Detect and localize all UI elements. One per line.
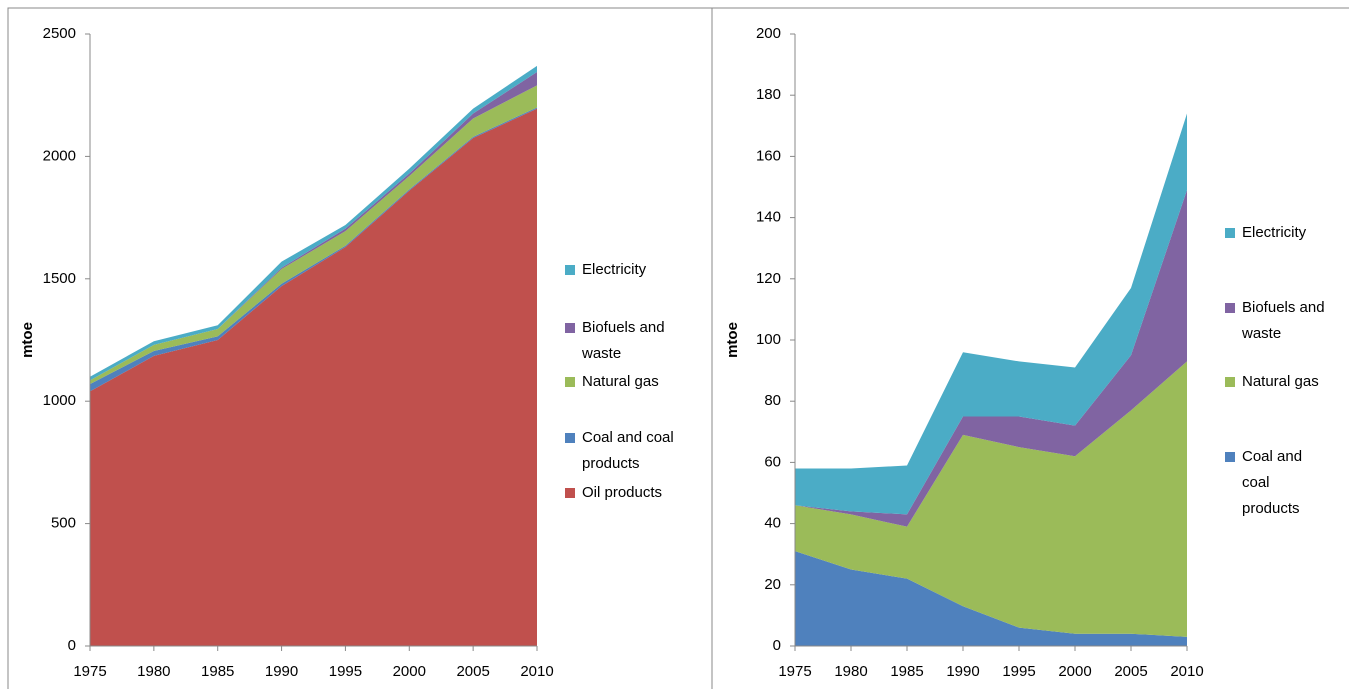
area <box>795 113 1187 515</box>
legend-key <box>1225 452 1235 462</box>
y-tick-label: 80 <box>764 392 781 409</box>
legend-item: Natural gas <box>565 369 705 395</box>
x-tick-label: 2000 <box>1058 663 1091 680</box>
legend-label: Electricity <box>1242 224 1307 241</box>
y-tick-label: 200 <box>756 25 781 42</box>
legend-label: Biofuels and waste <box>582 319 665 362</box>
legend-item: Electricity <box>565 257 705 283</box>
legend-item: Biofuels and waste <box>1225 295 1325 347</box>
legend-key <box>1225 228 1235 238</box>
x-tick-label: 1975 <box>778 663 811 680</box>
legend-label: Natural gas <box>1242 373 1319 390</box>
frame <box>7 7 1349 689</box>
x-tick-label: 1990 <box>946 663 979 680</box>
x-tick-label: 2000 <box>393 663 426 680</box>
x-tick-label: 2005 <box>456 663 489 680</box>
x-tick-label: 1980 <box>834 663 867 680</box>
legend-key <box>565 323 575 333</box>
legend-key <box>1225 303 1235 313</box>
y-tick-label: 180 <box>756 86 781 103</box>
x-tick-label: 1995 <box>329 663 362 680</box>
x-tick-label: 1995 <box>1002 663 1035 680</box>
area <box>90 71 537 381</box>
legend-label: Oil products <box>582 484 663 501</box>
y-tick-label: 1500 <box>43 270 76 287</box>
x-tick-label: 2010 <box>520 663 553 680</box>
y-tick-label: 40 <box>764 515 781 532</box>
legend-item: Electricity <box>1225 220 1325 246</box>
y-tick-label: 120 <box>756 270 781 287</box>
y-tick-label: 20 <box>764 576 781 593</box>
y-tick-label: 60 <box>764 453 781 470</box>
y-axis-label: mtoe <box>19 322 36 358</box>
legend-item: Biofuels and waste <box>565 315 705 367</box>
y-tick-label: 140 <box>756 209 781 226</box>
y-tick-label: 500 <box>51 515 76 532</box>
x-tick-label: 1985 <box>201 663 234 680</box>
legend-item: Natural gas <box>1225 369 1325 395</box>
legend-label: Natural gas <box>582 373 659 390</box>
y-axis-label: mtoe <box>724 322 741 358</box>
y-tick-label: 1000 <box>43 392 76 409</box>
x-tick-label: 1985 <box>890 663 923 680</box>
legend-item: Coal and coal products <box>1225 444 1325 522</box>
y-tick-label: 2500 <box>43 25 76 42</box>
x-tick-label: 1990 <box>265 663 298 680</box>
legend-item: Coal and coal products <box>565 425 705 477</box>
y-tick-label: 2000 <box>43 147 76 164</box>
legend-label: Coal and coal products <box>582 429 674 472</box>
y-tick-label: 0 <box>773 637 781 654</box>
area <box>795 551 1187 646</box>
legend-key <box>565 433 575 443</box>
legend-key <box>565 377 575 387</box>
legend-key <box>1225 377 1235 387</box>
area <box>795 190 1187 527</box>
legend-label: Electricity <box>582 261 647 278</box>
area <box>90 107 537 392</box>
legend-label: Coal and coal products <box>1242 448 1303 517</box>
x-tick-label: 2010 <box>1170 663 1203 680</box>
x-tick-label: 2005 <box>1114 663 1147 680</box>
legend-key <box>565 265 575 275</box>
area <box>90 108 537 646</box>
area <box>90 65 537 381</box>
legend-label: Biofuels and waste <box>1242 299 1325 342</box>
legend-item: Oil products <box>565 480 705 506</box>
y-tick-label: 100 <box>756 331 781 348</box>
x-tick-label: 1980 <box>137 663 170 680</box>
x-tick-label: 1975 <box>73 663 106 680</box>
area <box>795 361 1187 637</box>
y-tick-label: 0 <box>68 637 76 654</box>
area <box>90 85 537 385</box>
legend-key <box>565 488 575 498</box>
y-tick-label: 160 <box>756 147 781 164</box>
